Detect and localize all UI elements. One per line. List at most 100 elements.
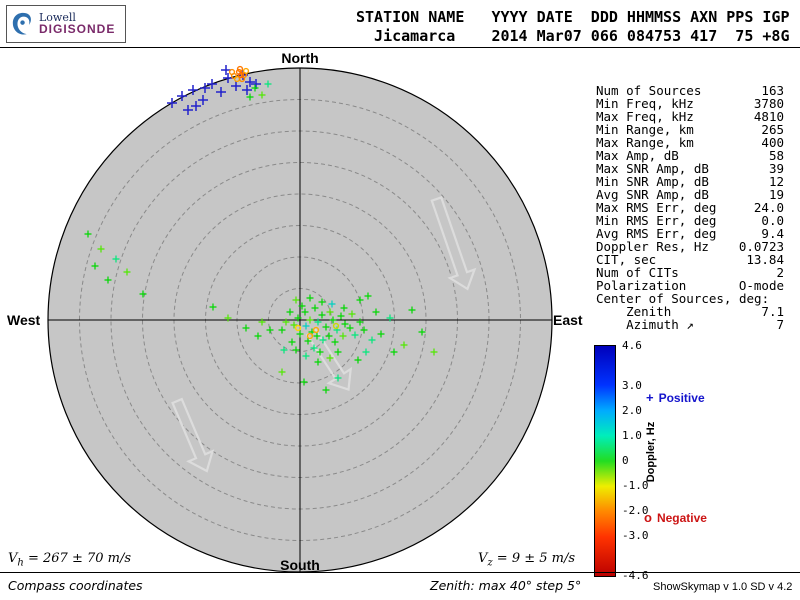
negative-sources-orange [228, 65, 340, 340]
zenith-scale-note: Zenith: max 40° step 5° [430, 578, 582, 593]
stat-value: 0.0723 [738, 239, 784, 254]
stat-row: Min Range, km 265 [596, 123, 784, 136]
stat-label: Num of CITs [596, 265, 679, 280]
stat-row: Azimuth ↗ 7 [596, 318, 784, 331]
header-divider [0, 47, 800, 48]
positive-sources-green [84, 80, 438, 394]
stat-row: Zenith 7.1 [596, 305, 784, 318]
stat-row: Max RMS Err, deg 24.0 [596, 201, 784, 214]
stat-value: 39 [768, 161, 784, 176]
horizontal-velocity-readout: Vh = 267 ± 70 m/s [8, 551, 131, 569]
vz-subscript: z [487, 557, 493, 569]
stat-row: Avg SNR Amp, dB 19 [596, 188, 784, 201]
stat-value: 9.4 [761, 226, 784, 241]
colorbar-axis-label: Doppler, Hz [645, 421, 657, 483]
colorbar-tick-label: -1.0 [622, 479, 649, 492]
stat-value: 24.0 [753, 200, 784, 215]
stat-row: Max Range, km 400 [596, 136, 784, 149]
plus-symbol-icon: + [646, 390, 654, 405]
stat-value: 7 [776, 317, 784, 332]
circle-symbol-icon: o [644, 510, 652, 525]
stat-row: Max Amp, dB 58 [596, 149, 784, 162]
stat-value: 7.1 [761, 304, 784, 319]
stat-label: Min SNR Amp, dB [596, 174, 709, 189]
lowell-digisonde-logo: Lowell DIGISONDE [6, 5, 126, 43]
stat-label: Max SNR Amp, dB [596, 161, 709, 176]
stat-row: Polarization O-mode [596, 279, 784, 292]
doppler-colorbar [594, 345, 616, 577]
stat-label: Doppler Res, Hz [596, 239, 709, 254]
stat-row: Max Freq, kHz 4810 [596, 110, 784, 123]
drift-direction-arrow-icon [305, 328, 353, 391]
stat-label: Min Freq, kHz [596, 96, 694, 111]
stat-value: 265 [761, 122, 784, 137]
logo-product: DIGISONDE [39, 22, 116, 37]
header-values: Jicamarca 2014 Mar07 066 084753 417 75 +… [356, 27, 790, 45]
stat-row: Num of Sources 163 [596, 84, 784, 97]
vz-symbol: V [478, 551, 488, 566]
compass-label-north: North [281, 50, 319, 66]
compass-label-west: West [7, 312, 41, 328]
stat-row: Center of Sources, deg: [596, 292, 784, 305]
stat-label: Max Freq, kHz [596, 109, 694, 124]
compass-label-south: South [280, 557, 320, 573]
stat-row: Doppler Res, Hz 0.0723 [596, 240, 784, 253]
stat-row: Num of CITs 2 [596, 266, 784, 279]
stat-label: Max Range, km [596, 135, 694, 150]
stat-label: CIT, sec [596, 252, 657, 267]
stat-label: Zenith [596, 304, 672, 319]
stat-value: 2 [776, 265, 784, 280]
colorbar-tick-label: 0 [622, 454, 629, 467]
colorbar-tick-label: 4.6 [622, 339, 642, 352]
drift-direction-arrow-icon [171, 397, 215, 473]
digisonde-swirl-logo-icon [12, 12, 31, 35]
colorbar-tick-label: -2.0 [622, 504, 649, 517]
header-labels: STATION NAME YYYY DATE DDD HHMMSS AXN PP… [356, 8, 790, 26]
colorbar-tick-label: -3.0 [622, 529, 649, 542]
compass-label-east: East [553, 312, 583, 328]
stat-value: 12 [768, 174, 784, 189]
north-cluster-positive-blue [167, 65, 261, 115]
stat-value: 3780 [753, 96, 784, 111]
colorbar-tick-label: 3.0 [622, 379, 642, 392]
stat-value: 58 [768, 148, 784, 163]
stat-label: Center of Sources, deg: [596, 291, 770, 306]
statistics-panel: Num of Sources 163 Min Freq, kHz 3780 Max Fr… [596, 84, 784, 331]
logo-name: Lowell [39, 10, 76, 24]
stat-row: Avg RMS Err, deg 9.4 [596, 227, 784, 240]
legend-positive-label: Positive [658, 391, 705, 405]
vz-value: = 9 ± 5 m/s [492, 551, 576, 566]
stat-label: Max RMS Err, deg [596, 200, 717, 215]
header-block: STATION NAME YYYY DATE DDD HHMMSS AXN PP… [356, 8, 789, 46]
stat-label: Min RMS Err, deg [596, 213, 717, 228]
stat-label: Avg RMS Err, deg [596, 226, 717, 241]
stat-label: Num of Sources [596, 83, 702, 98]
colorbar-tick-label: -4.6 [622, 569, 649, 582]
stat-value: O-mode [738, 278, 784, 293]
stat-label: Azimuth ↗ [596, 317, 694, 332]
stat-value: 19 [768, 187, 784, 202]
legend-positive: + Positive [646, 390, 705, 405]
stat-value: 0.0 [761, 213, 784, 228]
stat-row: Min SNR Amp, dB 12 [596, 175, 784, 188]
vh-subscript: h [17, 557, 24, 569]
stat-label: Min Range, km [596, 122, 694, 137]
stat-row: Min Freq, kHz 3780 [596, 97, 784, 110]
coordinates-note: Compass coordinates [8, 578, 143, 593]
stat-value: 13.84 [746, 252, 784, 267]
colorbar-tick-label: 2.0 [622, 404, 642, 417]
version-text: ShowSkymap v 1.0 SD v 4.2 [653, 581, 793, 593]
colorbar-tick-label: 1.0 [622, 429, 642, 442]
stat-label: Polarization [596, 278, 687, 293]
drift-direction-arrow-icon [430, 196, 477, 291]
stat-value: 4810 [753, 109, 784, 124]
stat-row: Max SNR Amp, dB 39 [596, 162, 784, 175]
stat-label: Avg SNR Amp, dB [596, 187, 709, 202]
legend-negative-label: Negative [656, 511, 707, 525]
stat-row: CIT, sec 13.84 [596, 253, 784, 266]
vh-value: = 267 ± 70 m/s [23, 551, 132, 566]
legend-negative: o Negative [644, 510, 707, 525]
footer-divider [0, 572, 800, 573]
